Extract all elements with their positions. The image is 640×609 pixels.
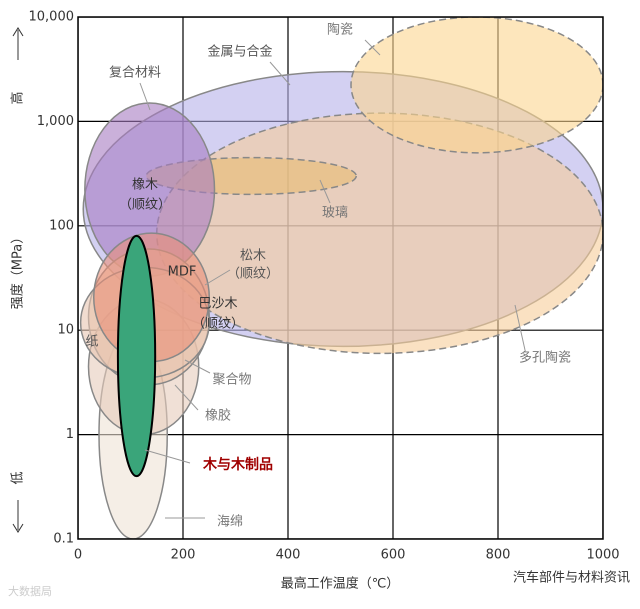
regions	[78, 17, 603, 539]
x-tick-label: 400	[276, 548, 301, 563]
region-label: 复合材料	[109, 66, 161, 81]
watermark: 大数据局	[8, 584, 52, 598]
watermark: 汽车部件与材料资讯	[513, 570, 630, 586]
region	[116, 234, 157, 478]
x-tick-label: 1000	[586, 548, 619, 563]
region-label: 木与木制品	[202, 456, 273, 473]
region-label: 玻璃	[322, 206, 348, 221]
arrow-up	[12, 27, 24, 60]
x-tick-label: 0	[74, 548, 82, 563]
y-high: 高	[10, 91, 26, 104]
annotation: 橡木	[132, 178, 158, 193]
leader-line	[514, 304, 526, 351]
x-axis-label: 最高工作温度（℃）	[281, 576, 400, 592]
region-label: （顺纹）	[227, 267, 279, 282]
x-tick-label: 200	[171, 548, 196, 563]
leader-line	[364, 39, 381, 56]
annotation: MDF	[168, 265, 197, 280]
arrow-down	[12, 500, 24, 533]
leader-line	[144, 449, 191, 464]
y-tick-label: 0.1	[53, 532, 74, 547]
annotation: 巴沙木	[198, 297, 237, 312]
y-tick-label: 10,000	[29, 10, 75, 25]
leader-line	[174, 384, 199, 411]
x-tick-label: 600	[381, 548, 406, 563]
annotation: （顺纹）	[119, 198, 171, 213]
region-label: 橡胶	[205, 408, 231, 424]
region-label: 多孔陶瓷	[519, 350, 571, 366]
y-low: 低	[11, 471, 26, 484]
region-label: 陶瓷	[327, 22, 353, 38]
region-label: 聚合物	[212, 373, 251, 388]
leader-line	[184, 359, 211, 374]
leader-line	[139, 82, 151, 111]
region	[350, 17, 603, 154]
x-tick-label: 800	[486, 548, 511, 563]
leader-line	[319, 179, 331, 204]
leader-line	[269, 61, 291, 86]
region-label: 金属与合金	[207, 44, 272, 60]
leader-line	[204, 269, 231, 286]
y-tick-label: 100	[49, 218, 74, 233]
y-tick-label: 1,000	[37, 114, 74, 129]
annotation: （顺纹）	[192, 317, 244, 332]
region-label: 海绵	[217, 515, 243, 530]
region-label: 纸	[85, 335, 98, 350]
y-axis-label: 强度（MPa）	[10, 231, 26, 309]
y-tick-label: 10	[57, 323, 74, 338]
plot-frame	[77, 16, 604, 540]
region-label: 松木	[240, 249, 266, 264]
y-tick-label: 1	[66, 427, 74, 442]
